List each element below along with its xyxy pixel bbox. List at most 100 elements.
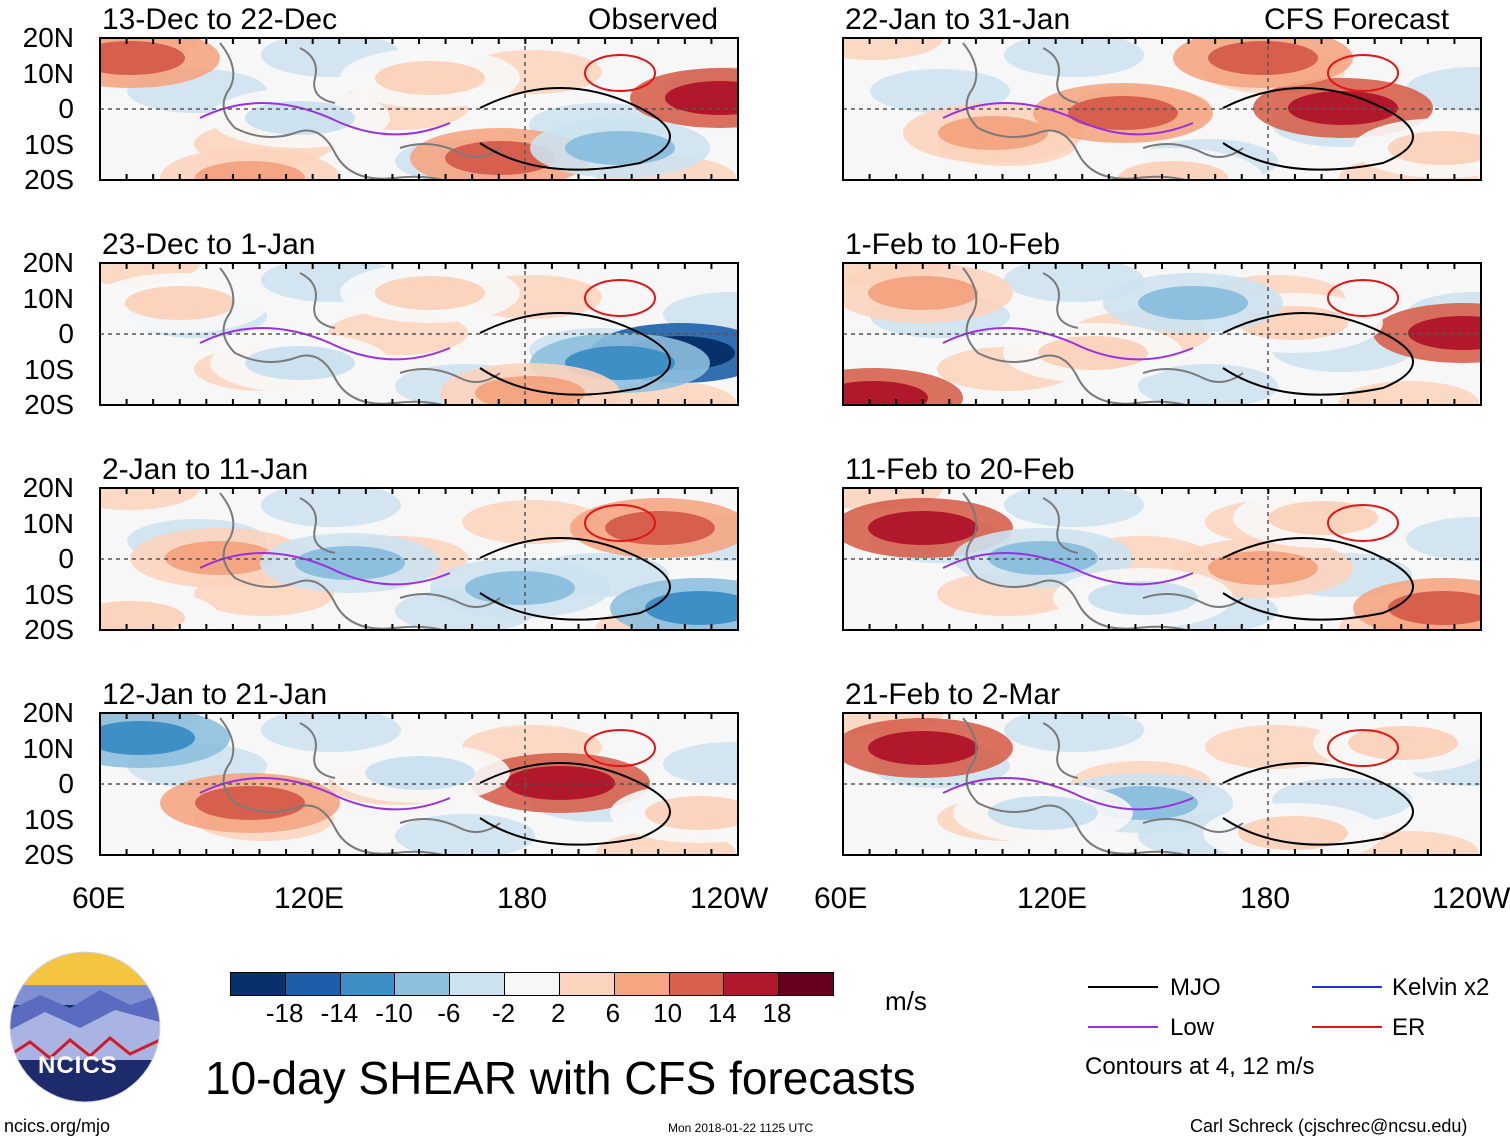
colorbar-label: 2 [550, 998, 566, 1028]
lon-label-60e-left: 60E [72, 882, 126, 915]
lat-label-10n-row2: 10N [22, 282, 74, 314]
colorbar-swatch-2 [284, 973, 340, 995]
coastline [219, 492, 447, 630]
lat-label-20n-row2: 20N [22, 247, 74, 278]
lat-label-20s-row2: 20S [24, 389, 74, 420]
lat-label-20s-row3: 20S [24, 614, 74, 645]
panel-title-obs-2: 23-Dec to 1-Jan [102, 228, 316, 261]
shading-core [1038, 336, 1148, 370]
mjo-contour [1222, 87, 1414, 171]
shading-core [505, 766, 615, 800]
coastline [219, 267, 447, 405]
lat-label-10n-row1: 10N [22, 57, 74, 89]
ncics-logo [9, 951, 161, 1103]
shading-core [100, 721, 195, 755]
panel-title-fc-3: 11-Feb to 20-Feb [845, 453, 1075, 486]
shading-patch [1004, 488, 1144, 527]
shading-core [365, 756, 475, 790]
mjo-contour [479, 762, 671, 846]
low-contour [942, 102, 1194, 136]
legend-label-mjo: MJO [1170, 974, 1221, 1001]
legend-line-er [1312, 1026, 1382, 1028]
panel-title-fc-4: 21-Feb to 2-Mar [845, 678, 1061, 711]
shading-patch [1205, 725, 1345, 769]
panel-title-obs-4: 12-Jan to 21-Jan [102, 678, 328, 711]
colorbar-label: -14 [320, 998, 359, 1028]
colorbar-label: -10 [375, 998, 413, 1028]
shading-patch [1004, 713, 1144, 752]
shading-core [475, 376, 585, 405]
colorbar-swatch-7 [558, 973, 614, 995]
mjo-contour [1222, 762, 1414, 846]
lon-label-120w-right: 120W [1432, 882, 1510, 915]
coastline [962, 267, 1190, 405]
shading-core [1408, 316, 1481, 350]
lat-label-10n-row3: 10N [22, 507, 74, 539]
colorbar [230, 972, 834, 996]
colorbar-swatch-6 [504, 973, 559, 995]
shading-core [375, 61, 485, 95]
shading-core [445, 141, 555, 175]
er-contour [584, 54, 656, 92]
shading-core [565, 131, 675, 165]
low-contour [942, 552, 1194, 586]
er-contour [1327, 54, 1399, 92]
colorbar-label: -2 [491, 998, 516, 1028]
lon-label-120w-left: 120W [690, 882, 769, 915]
er-contour [584, 504, 656, 542]
coastline [1042, 722, 1244, 833]
shading-core [1208, 551, 1318, 585]
er-contour [1327, 504, 1399, 542]
colorbar-swatch-8 [613, 973, 669, 995]
shading-patch [663, 742, 738, 786]
contours-note: Contours at 4, 12 m/s [1085, 1053, 1315, 1080]
er-contour [584, 279, 656, 317]
shading-core [1388, 131, 1481, 165]
shading-core [465, 571, 575, 605]
coastline [1042, 497, 1244, 608]
lat-label-10s-row2: 10S [24, 353, 74, 385]
lat-label-20n-row1: 20N [22, 22, 74, 53]
shading-core [195, 161, 305, 180]
shear-panel-R1 [843, 263, 1481, 405]
shear-panel-L0 [100, 38, 738, 180]
shading-core [195, 786, 305, 820]
shading-core [1138, 286, 1248, 320]
shear-panel-L3 [100, 713, 738, 855]
colorbar-label: 18 [762, 998, 792, 1028]
lat-label-20n-row3: 20N [22, 472, 74, 503]
er-contour [584, 729, 656, 767]
shear-panel-L2 [100, 488, 738, 630]
legend-line-low [1088, 1026, 1158, 1028]
shading-core [843, 381, 928, 405]
shading-core [1268, 501, 1378, 535]
lat-label-0-row3: 0 [58, 543, 74, 574]
colorbar-label: 6 [605, 998, 621, 1028]
forecast-label: CFS Forecast [1264, 3, 1450, 36]
colorbar-swatch-9 [668, 973, 724, 995]
website-link[interactable]: ncics.org/mjo [4, 1116, 111, 1136]
shading-patch [261, 713, 401, 752]
colorbar-label: 14 [707, 998, 737, 1028]
shading-core [1388, 591, 1481, 625]
legend-line-kelvin [1312, 986, 1382, 988]
shading-core [665, 81, 738, 115]
colorbar-swatch-4 [394, 973, 450, 995]
coastline [299, 47, 501, 158]
er-contour [1327, 729, 1399, 767]
lat-label-10s-row1: 10S [24, 128, 74, 160]
shading-core [1238, 816, 1348, 850]
credit: Carl Schreck (cjschrec@ncsu.edu) [1190, 1116, 1468, 1136]
panel-title-obs-3: 2-Jan to 11-Jan [102, 453, 309, 486]
shading-core [165, 541, 275, 575]
coastline [219, 42, 447, 180]
lat-label-0-row4: 0 [58, 768, 74, 799]
shading-core [1118, 161, 1228, 180]
colorbar-swatch-1 [231, 973, 285, 995]
colorbar-label: -18 [265, 998, 304, 1028]
shading-core [868, 276, 978, 310]
shading-patch [395, 814, 535, 855]
legend-label-low: Low [1170, 1014, 1215, 1041]
lat-label-10s-row4: 10S [24, 803, 74, 835]
